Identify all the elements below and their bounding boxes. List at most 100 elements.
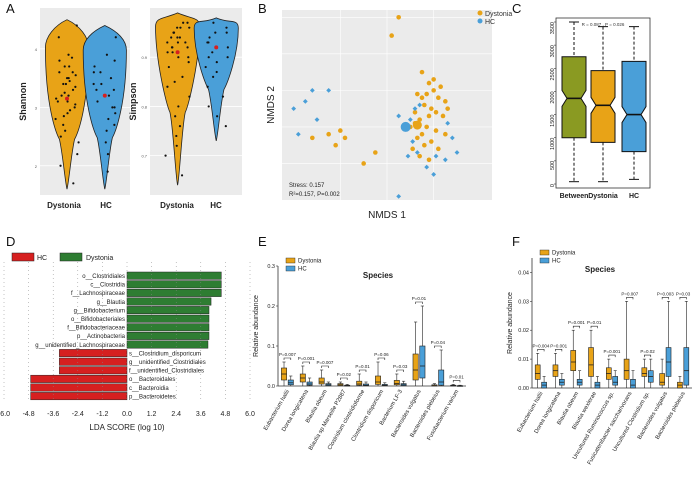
lda-bar xyxy=(126,331,210,340)
hc-point xyxy=(396,113,402,119)
y-tick-label: 0.00 xyxy=(518,386,529,392)
hc-point xyxy=(326,87,332,93)
hc-point xyxy=(431,172,437,177)
data-point xyxy=(177,56,180,59)
boxplot-frame xyxy=(555,17,651,189)
stress-annotation: Stress: 0.157 xyxy=(289,183,325,189)
violin-hc xyxy=(193,17,239,141)
significance-bracket xyxy=(340,377,348,380)
r2-annotation: R²=0.157, P=0.002 xyxy=(289,192,340,198)
box-between xyxy=(561,56,587,139)
panel-letter-f: F xyxy=(512,234,520,249)
x-tick-label: -2.4 xyxy=(72,411,84,418)
data-point xyxy=(58,59,61,62)
dystonia-point xyxy=(440,113,446,119)
abundance-box xyxy=(419,345,426,379)
significance-bracket xyxy=(590,325,598,329)
data-point xyxy=(92,71,95,74)
data-point xyxy=(74,74,77,77)
data-point xyxy=(68,109,72,112)
data-point xyxy=(60,94,63,97)
abundance-box xyxy=(570,350,577,371)
data-point xyxy=(96,100,99,103)
data-point xyxy=(175,134,178,138)
data-point xyxy=(181,75,184,78)
data-point xyxy=(75,24,78,27)
dystonia-point xyxy=(426,113,432,119)
data-point xyxy=(113,59,116,62)
hc-point xyxy=(407,117,413,123)
data-point xyxy=(167,65,170,69)
significance-bracket xyxy=(283,357,292,360)
legend-key-hc xyxy=(11,252,35,262)
y-tick-label: 2000 xyxy=(550,91,556,103)
test-annotation: R = 0.087 , P = 0.026 xyxy=(582,22,625,27)
lda-bar-label: o__Clostridiales xyxy=(82,274,125,280)
data-point xyxy=(226,56,229,59)
data-point xyxy=(114,112,117,115)
data-point xyxy=(212,21,215,24)
data-point xyxy=(171,51,174,54)
lda-bar xyxy=(126,314,210,323)
data-point xyxy=(63,65,66,68)
data-point xyxy=(100,82,103,86)
hc-point xyxy=(442,157,448,163)
significance-bracket xyxy=(644,354,652,358)
x-tick-label: 4.8 xyxy=(221,411,231,418)
data-point xyxy=(208,36,211,39)
data-point xyxy=(68,79,71,83)
data-point xyxy=(70,56,74,59)
hc-point xyxy=(396,193,402,199)
lda-bar-label: g__unidentified_Lachnospiraceae xyxy=(35,343,125,349)
y-axis-label: Shannon xyxy=(18,82,28,121)
legend-label: HC xyxy=(552,259,561,265)
p-value-label: P=0.03 xyxy=(676,291,691,296)
data-point xyxy=(109,77,113,80)
p-value-label: P=0.007 xyxy=(317,360,334,365)
data-point xyxy=(174,115,177,118)
data-point xyxy=(54,117,57,121)
dystonia-point xyxy=(412,110,418,115)
data-point xyxy=(107,94,111,97)
hc-point xyxy=(454,150,460,155)
data-point xyxy=(164,154,167,157)
p-value-label: P=0.001 xyxy=(568,320,585,325)
data-point xyxy=(113,123,116,126)
y-tick-label: 0.9 xyxy=(141,55,147,60)
data-point xyxy=(106,152,110,156)
dystonia-point xyxy=(338,128,343,133)
legend-label: Dystonia xyxy=(552,251,576,257)
data-point xyxy=(184,41,187,44)
dystonia-centroid xyxy=(412,120,422,130)
data-point xyxy=(113,106,116,109)
lda-bar-label: o__Bacteroidales xyxy=(129,377,175,383)
legend-key-dystonia xyxy=(59,252,83,262)
p-value-label: P=0.007 xyxy=(621,291,638,296)
data-point xyxy=(176,26,179,29)
lda-bar xyxy=(126,271,222,280)
data-point xyxy=(71,88,75,91)
abundance-box xyxy=(623,358,630,380)
abundance-box xyxy=(641,367,648,377)
significance-bracket xyxy=(661,297,669,300)
hc-point xyxy=(309,87,315,93)
x-axis-label: LDA SCORE (log 10) xyxy=(89,423,164,432)
legend-key-hc xyxy=(539,257,550,264)
dystonia-point xyxy=(429,139,434,144)
dystonia-point xyxy=(445,106,450,111)
abundance-box xyxy=(393,380,400,386)
hc-point xyxy=(414,150,420,155)
lda-bar-label: s__Clostridium_disporicum xyxy=(129,351,201,357)
p-value-label: P=0.004 xyxy=(532,343,549,348)
data-point xyxy=(215,61,218,64)
y-tick-label: 0.04 xyxy=(518,270,529,276)
dystonia-point xyxy=(436,95,441,100)
p-value-label: P=0.001 xyxy=(550,343,567,348)
data-point xyxy=(62,82,65,86)
p-value-label: P=0.02 xyxy=(337,372,352,377)
lda-bar-label: g__Bifidobacterium xyxy=(74,308,125,314)
lda-bar xyxy=(59,366,128,375)
significance-bracket xyxy=(572,325,580,329)
panel-letter-d: D xyxy=(6,234,15,249)
data-point xyxy=(178,125,182,128)
